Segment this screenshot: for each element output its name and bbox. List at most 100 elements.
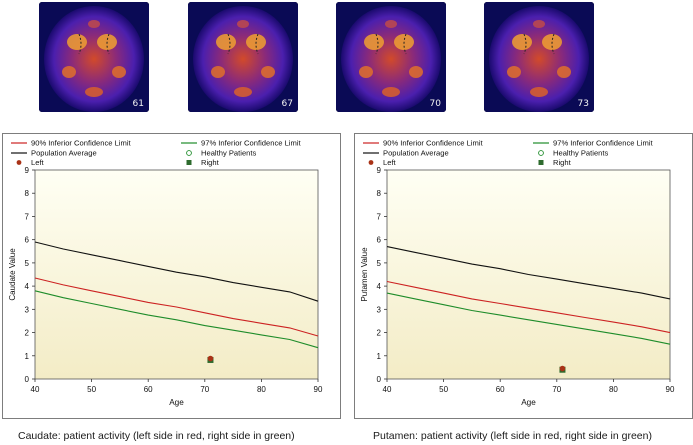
y-tick-label: 2 [377,329,382,338]
y-tick-label: 0 [25,375,30,384]
legend-label-90: 90% Inferior Confidence Limit [31,139,132,148]
legend-marker-right [186,160,192,165]
y-tick-label: 5 [377,259,382,268]
y-tick-label: 6 [377,236,382,245]
x-tick-label: 50 [87,385,96,394]
legend-marker-left [368,160,374,165]
activity-spot [530,87,548,97]
caudate-chart: 90% Inferior Confidence Limit 97% Inferio… [8,139,323,408]
brain-scan-image: 70 [336,2,446,112]
putamen-chart: 90% Inferior Confidence Limit 97% Inferio… [360,139,675,408]
series-line-population [34,241,319,302]
brain-scan-image: 73 [484,2,594,112]
legend-marker-healthy [186,150,192,156]
y-tick-label: 5 [25,259,30,268]
legend-marker-healthy [538,150,544,156]
y-tick-label: 2 [25,329,30,338]
brain-outline [193,6,293,112]
point-left [207,355,214,362]
legend-label-population: Population Average [31,149,97,158]
legend-label-90: 90% Inferior Confidence Limit [383,139,484,148]
series-line-limit90 [34,277,319,337]
activity-spot [507,66,521,78]
y-tick-label: 0 [377,375,382,384]
legend-label-right: Right [553,158,572,167]
y-tick-label: 6 [25,236,30,245]
putamen-chart-panel: 90% Inferior Confidence Limit 97% Inferio… [354,133,693,419]
y-tick-label: 9 [377,166,382,175]
y-axis-label: Caudate Value [8,248,17,301]
x-tick-label: 90 [314,385,323,394]
activity-spot [211,66,225,78]
scan-graphic [484,2,594,112]
y-tick-label: 7 [377,212,382,221]
series-line-limit90 [386,280,671,334]
activity-spot [216,34,236,50]
slice-number: 61 [132,99,144,109]
x-axis-label: Age [169,398,184,407]
caudate-caption: Caudate: patient activity (left side in … [18,430,295,442]
activity-spot [237,20,249,28]
roi-outline [78,33,110,55]
slice-number: 67 [281,99,293,109]
x-tick-label: 50 [439,385,448,394]
activity-spot [382,87,400,97]
y-tick-label: 4 [25,282,30,291]
brain-outline [489,6,589,112]
putamen-caption: Putamen: patient activity (left side in … [373,430,652,442]
brain-outline [341,6,441,112]
brain-scan-image: 67 [188,2,298,112]
legend-label-left: Left [383,158,397,167]
y-tick-label: 9 [25,166,30,175]
legend-label-right: Right [201,158,220,167]
activity-spot [67,34,87,50]
activity-spot [234,87,252,97]
y-tick-label: 8 [377,189,382,198]
y-tick-label: 3 [377,305,382,314]
scan-graphic [188,2,298,112]
series-line-population [386,246,671,300]
roi-outline [375,33,407,55]
scan-graphic [336,2,446,112]
point-left [559,365,566,372]
y-tick-label: 8 [25,189,30,198]
slice-number: 70 [429,99,441,109]
legend-label-97: 97% Inferior Confidence Limit [201,139,302,148]
activity-spot [62,66,76,78]
activity-spot [112,66,126,78]
x-tick-label: 40 [31,385,40,394]
y-tick-label: 3 [25,305,30,314]
activity-spot [533,20,545,28]
x-tick-label: 70 [552,385,561,394]
slice-number: 73 [577,99,589,109]
activity-spot [364,34,384,50]
legend-label-left: Left [31,158,45,167]
x-tick-label: 60 [144,385,153,394]
y-tick-label: 4 [377,282,382,291]
activity-spot [261,66,275,78]
activity-spot [85,87,103,97]
legend-label-97: 97% Inferior Confidence Limit [553,139,654,148]
x-axis-label: Age [521,398,536,407]
x-tick-label: 90 [666,385,675,394]
x-tick-label: 80 [257,385,266,394]
activity-spot [385,20,397,28]
legend-label-healthy: Healthy Patients [201,149,256,158]
legend-marker-left [16,160,22,165]
activity-spot [359,66,373,78]
y-tick-label: 1 [25,352,30,361]
roi-outline [227,33,259,55]
brain-outline [44,6,144,112]
activity-spot [88,20,100,28]
plot-area [34,169,319,380]
series-line-limit97 [34,290,319,349]
brain-scan-image: 61 [39,2,149,112]
activity-spot [512,34,532,50]
x-tick-label: 80 [609,385,618,394]
y-axis-label: Putamen Value [360,247,369,302]
y-tick-label: 1 [377,352,382,361]
activity-spot [557,66,571,78]
legend-marker-right [538,160,544,165]
legend-label-healthy: Healthy Patients [553,149,608,158]
legend-label-population: Population Average [383,149,449,158]
